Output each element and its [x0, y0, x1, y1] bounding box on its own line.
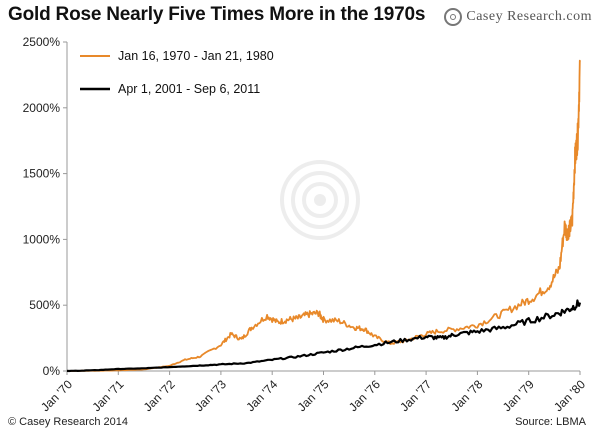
x-tick-label: Jan '75 — [295, 377, 332, 414]
x-tick-label: Jan '77 — [397, 377, 434, 414]
x-tick-label: Jan '70 — [38, 377, 75, 414]
chart-title: Gold Rose Nearly Five Times More in the … — [8, 4, 426, 25]
legend-label: Apr 1, 2001 - Sep 6, 2011 — [118, 82, 260, 96]
x-tick-label: Jan '71 — [89, 377, 126, 414]
x-tick-label: Jan '76 — [346, 377, 383, 414]
y-tick-label: 0% — [43, 364, 61, 378]
series-line-1970s — [67, 59, 581, 372]
x-axis-ticks: Jan '70 Jan '71 Jan '72 Jan '73 Jan '74 Jan '… — [38, 371, 588, 414]
y-tick-label: 2000% — [23, 101, 61, 115]
copyright-text: © Casey Research 2014 — [8, 416, 129, 428]
y-tick-label: 500% — [29, 298, 60, 312]
legend: Jan 16, 1970 - Jan 21, 1980 Apr 1, 2001 -… — [80, 49, 274, 96]
legend-label: Jan 16, 1970 - Jan 21, 1980 — [118, 49, 274, 63]
y-tick-label: 1000% — [23, 232, 61, 246]
x-tick-label: Jan '80 — [551, 377, 588, 414]
y-tick-label: 1500% — [23, 167, 61, 181]
x-tick-label: Jan '73 — [192, 377, 229, 414]
source-text: Source: LBMA — [515, 416, 586, 428]
brand-name: Casey Research.com — [466, 9, 592, 24]
x-tick-label: Jan '72 — [141, 377, 178, 414]
y-tick-label: 2500% — [23, 35, 61, 49]
y-axis-ticks: 0% 500% 1000% 1500% 2000% 2500% — [23, 35, 67, 378]
target-icon — [444, 8, 463, 26]
brand-logo: Casey Research.com — [444, 8, 592, 26]
x-tick-label: Jan '78 — [449, 377, 486, 414]
series-line-2000s — [66, 299, 582, 373]
series-layer — [66, 59, 582, 373]
x-tick-label: Jan '79 — [500, 377, 537, 414]
x-tick-label: Jan '74 — [243, 377, 280, 414]
watermark-icon — [280, 160, 360, 240]
